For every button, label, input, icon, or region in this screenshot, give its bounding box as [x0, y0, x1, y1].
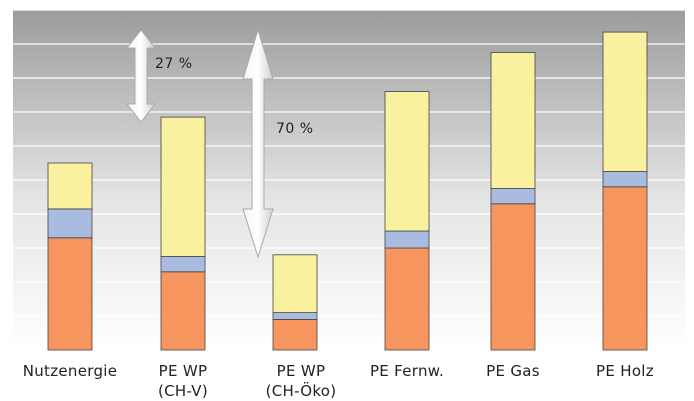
x-tick-label-pe-holz: PE Holz	[596, 362, 654, 380]
bar-segment-middle-5	[490, 188, 536, 205]
bar-segment-bottom-6	[602, 186, 648, 351]
bar-segment-bottom-1	[47, 237, 93, 351]
bar-segment-middle-1	[47, 208, 93, 239]
bar-segment-top-4	[384, 91, 430, 232]
gridlines	[13, 9, 685, 351]
bar-segment-middle-2	[160, 256, 206, 273]
bar-segment-top-1	[47, 162, 93, 210]
arrow-70-percent	[242, 28, 274, 259]
bar-segment-middle-6	[602, 171, 648, 188]
bar-segment-top-2	[160, 116, 206, 257]
bar-segment-top-5	[490, 52, 536, 189]
bar-segment-bottom-3	[272, 318, 318, 351]
x-tick-label-pe-gas: PE Gas	[486, 362, 540, 380]
bar-segment-bottom-2	[160, 271, 206, 351]
bar-segment-middle-4	[384, 230, 430, 249]
x-tick-label-pe-wp-ch-oeko: PE WP (CH-Öko)	[265, 362, 337, 400]
bar-segment-bottom-5	[490, 203, 536, 351]
bar-segment-middle-3	[272, 312, 318, 320]
bar-segment-top-6	[602, 31, 648, 172]
annotation-70-percent: 70 %	[276, 121, 314, 137]
bar-segment-bottom-4	[384, 247, 430, 351]
x-tick-label-nutzenergie: Nutzenergie	[22, 362, 118, 380]
bars	[47, 31, 648, 351]
x-tick-label-pe-wp-ch-v: PE WP (CH-V)	[157, 362, 209, 400]
x-tick-label-pe-fernw: PE Fernw.	[369, 362, 445, 380]
bar-segment-top-3	[272, 254, 318, 314]
annotation-arrows	[125, 28, 274, 259]
arrow-27-percent	[125, 29, 157, 123]
annotation-27-percent: 27 %	[155, 56, 193, 72]
